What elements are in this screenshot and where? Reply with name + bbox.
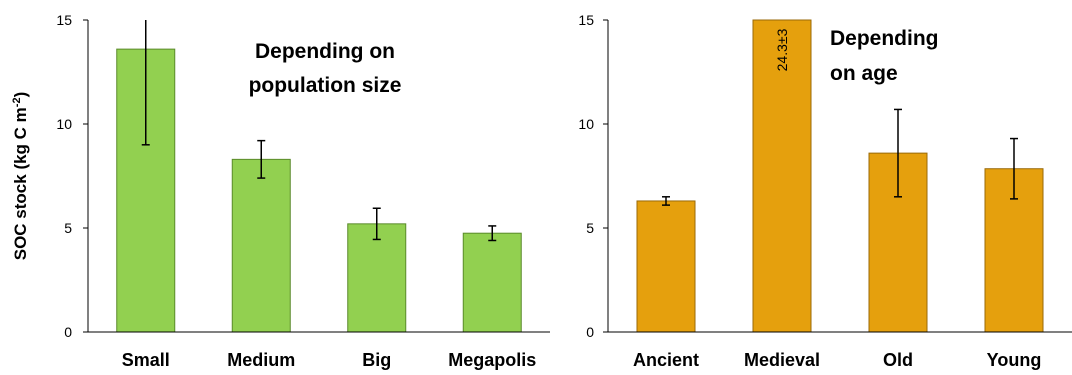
chart2-category-label-medieval: Medieval <box>744 350 820 370</box>
chart2-bar-medieval <box>752 19 812 333</box>
chart2-bar-ancient <box>636 200 696 333</box>
chart2-bar-annotation-medieval: 24.3±3 <box>774 28 790 71</box>
chart1-bar-megapolis <box>462 232 522 333</box>
chart1-bar-medium <box>231 158 291 333</box>
chart2-y-tick-label-10: 10 <box>578 116 594 132</box>
chart2-y-tick-label-0: 0 <box>586 324 594 340</box>
chart1-y-tick-label-5: 5 <box>64 220 72 236</box>
chart2-panel: Ancient 24.3±3 Medieval Old Young 0 5 10 15 Depen… <box>578 12 1072 370</box>
chart1-title-line-2: population size <box>249 74 402 97</box>
chart2-bar-old <box>868 152 928 333</box>
chart1-category-label-medium: Medium <box>227 350 295 370</box>
chart1-y-tick-label-0: 0 <box>64 324 72 340</box>
chart2-category-label-old: Old <box>883 350 913 370</box>
chart1-y-axis-label-text: SOC stock (kg C m <box>11 107 30 260</box>
chart1-y-axis-label-superscript: -2 <box>11 97 23 107</box>
chart2-category-label-young: Young <box>987 350 1042 370</box>
chart1-y-tick-label-10: 10 <box>56 116 72 132</box>
chart2-y-tick-label-15: 15 <box>578 12 594 28</box>
chart2-title-line-1: Depending <box>830 27 939 50</box>
chart2-title-line-2: on age <box>830 62 898 85</box>
chart1-category-label-megapolis: Megapolis <box>448 350 536 370</box>
chart2-y-tick-label-5: 5 <box>586 220 594 236</box>
chart1-y-tick-label-15: 15 <box>56 12 72 28</box>
chart1-category-label-small: Small <box>122 350 170 370</box>
chart1-title-line-1: Depending on <box>255 40 395 63</box>
chart1-panel: Small Medium Big Megapolis 0 5 10 15 Depending o… <box>11 12 550 370</box>
chart1-category-label-big: Big <box>362 350 391 370</box>
chart1-y-axis-label-close: ) <box>11 92 30 98</box>
chart1-y-axis-label: SOC stock (kg C m-2) <box>11 92 30 261</box>
chart2-category-label-ancient: Ancient <box>633 350 699 370</box>
